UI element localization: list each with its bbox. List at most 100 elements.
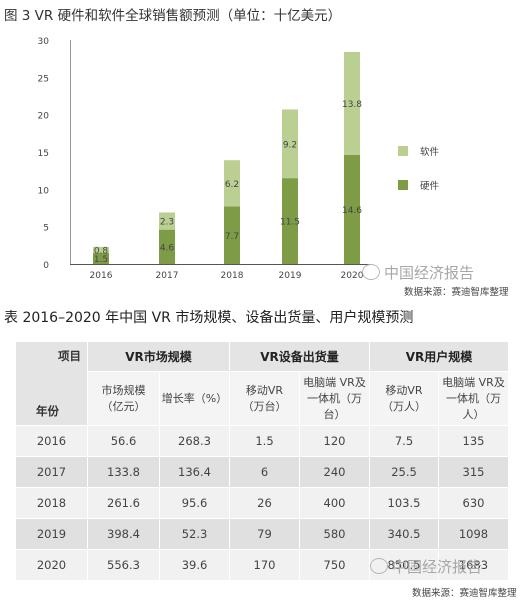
- column-subheader: 市场规模 （亿元）: [87, 371, 160, 426]
- table-row: 2020 556.3 39.6 170 750 850.5 1683: [15, 549, 509, 581]
- subheader-line: 台）: [323, 407, 346, 421]
- wechat-icon: [362, 264, 380, 280]
- subheader-line: 移动VR: [385, 383, 423, 397]
- table-cell: 1683: [438, 549, 509, 581]
- y-tick-label: 25: [38, 74, 49, 84]
- bar-segment-hardware: [224, 206, 240, 264]
- year-cell: 2019: [15, 518, 88, 550]
- subheader-line: （万人）: [382, 399, 426, 413]
- table-row: 2016 56.6 268.3 1.5 120 7.5 135: [15, 425, 509, 457]
- table-cell: 268.3: [159, 425, 230, 457]
- data-label: 13.8: [342, 100, 362, 110]
- subheader-line: 电脑端 VR及: [303, 375, 366, 389]
- column-subheader: 电脑端 VR及 一体机（万 人）: [438, 371, 509, 426]
- x-tick-label: 2016: [90, 271, 113, 281]
- subheader-line: （万台）: [242, 399, 287, 413]
- table-cell: 6: [229, 456, 300, 488]
- data-label: 7.7: [225, 232, 239, 242]
- subheader-line: 人）: [462, 407, 485, 421]
- table-cell: 1.5: [229, 425, 300, 457]
- y-tick-label: 15: [38, 149, 49, 159]
- bar-segment-software: [159, 212, 175, 230]
- table-cell: 95.6: [159, 487, 230, 519]
- data-label: 1.5: [94, 255, 108, 265]
- table-cell: 170: [229, 549, 300, 581]
- table-row: 2019 398.4 52.3 79 580 340.5 1098: [15, 518, 509, 550]
- x-tick-label: 2017: [156, 271, 179, 281]
- legend-label: 硬件: [420, 180, 440, 192]
- data-label: 9.2: [283, 140, 297, 150]
- legend-label: 软件: [420, 146, 440, 158]
- year-cell: 2016: [15, 425, 88, 457]
- table-cell: 556.3: [87, 549, 160, 581]
- corner-label-year: 年份: [36, 404, 59, 418]
- table-cell: 135: [438, 425, 509, 457]
- table-cell: 79: [229, 518, 300, 550]
- table-cell: 26: [229, 487, 300, 519]
- table-cell: 1098: [438, 518, 509, 550]
- subheader-line: 市场规模: [101, 383, 146, 397]
- group-header: VR设备出货量: [229, 341, 370, 372]
- watermark-text: 中国经济报告: [392, 558, 483, 576]
- watermark-text: 中国经济报告: [384, 264, 475, 282]
- watermark-top: 中国经济报告: [362, 262, 474, 283]
- x-tick-label: 2018: [221, 271, 244, 281]
- bar-segment-hardware: [93, 252, 109, 264]
- column-subheader: 增长率（%）: [159, 371, 230, 426]
- x-tick-label: 2020: [341, 271, 364, 281]
- column-subheader: 移动VR （万台）: [229, 371, 300, 426]
- subheader-line: 增长率（%）: [161, 391, 228, 405]
- group-header: VR市场规模: [87, 341, 230, 372]
- table-cell: 39.6: [159, 549, 230, 581]
- bar-segment-hardware: [282, 178, 298, 264]
- table-cell: 750: [299, 549, 370, 581]
- group-header: VR用户规模: [369, 341, 509, 372]
- table-title: 表 2016–2020 年中国 VR 市场规模、设备出货量、用户规模预测: [4, 310, 414, 326]
- column-subheader: 移动VR （万人）: [369, 371, 439, 426]
- bar-segment-software: [93, 246, 109, 253]
- table-cell: 52.3: [159, 518, 230, 550]
- y-tick-label: 5: [43, 224, 49, 234]
- bar-segment-hardware: [159, 229, 175, 264]
- source-note-table: 数据来源：赛迪智库整理: [412, 588, 517, 599]
- wechat-icon: [370, 558, 388, 574]
- stacked-bar-chart: 0 5 10 15 20 25 30 1.50.8 2016 4.6 2.3 2017 7.7 6.2 20…: [38, 37, 440, 281]
- bar-segment-hardware: [344, 154, 360, 264]
- subheader-line: 电脑端 VR及: [442, 375, 505, 389]
- y-tick-label: 10: [38, 186, 50, 196]
- subheader-line: （亿元）: [101, 399, 146, 413]
- table-cell: 261.6: [87, 487, 160, 519]
- table-cell: 56.6: [87, 425, 160, 457]
- legend-swatch: [398, 180, 408, 190]
- corner-label-item: 项目: [58, 349, 81, 363]
- table-cell: 240: [299, 456, 370, 488]
- table-cell: 25.5: [369, 456, 439, 488]
- bar-segment-software: [344, 51, 360, 155]
- table-corner-cell: 项目 年份: [15, 341, 88, 426]
- data-label: 14.6: [342, 206, 362, 216]
- column-subheader: 电脑端 VR及 一体机（万 台）: [299, 371, 370, 426]
- table-cell: 580: [299, 518, 370, 550]
- year-cell: 2020: [15, 549, 88, 581]
- watermark-bottom: 中国经济报告: [370, 556, 482, 577]
- forecast-table: 项目 年份 VR市场规模 VR设备出货量 VR用户规模 市场规模 （亿元） 增长率（…: [15, 341, 509, 581]
- legend-swatch: [398, 146, 408, 156]
- data-label: 2.3: [160, 218, 174, 228]
- data-label: 6.2: [225, 180, 239, 190]
- y-tick-label: 20: [38, 112, 50, 122]
- bar-segment-software: [224, 160, 240, 207]
- y-tick-label: 30: [38, 37, 50, 47]
- table-cell: 7.5: [369, 425, 439, 457]
- source-note-chart: 数据来源：赛迪智库整理: [404, 287, 509, 298]
- table-cell: 120: [299, 425, 370, 457]
- table-cell: 630: [438, 487, 509, 519]
- y-tick-label: 0: [43, 261, 49, 271]
- bar-segment-software: [282, 109, 298, 179]
- table-row: 2017 133.8 136.4 6 240 25.5 315: [15, 456, 509, 488]
- year-cell: 2017: [15, 456, 88, 488]
- year-cell: 2018: [15, 487, 88, 519]
- figure-title: 图 3 VR 硬件和软件全球销售额预测（单位：十亿美元）: [4, 8, 342, 24]
- data-label: 0.8: [94, 246, 109, 256]
- table-cell: 340.5: [369, 518, 439, 550]
- table-cell: 400: [299, 487, 370, 519]
